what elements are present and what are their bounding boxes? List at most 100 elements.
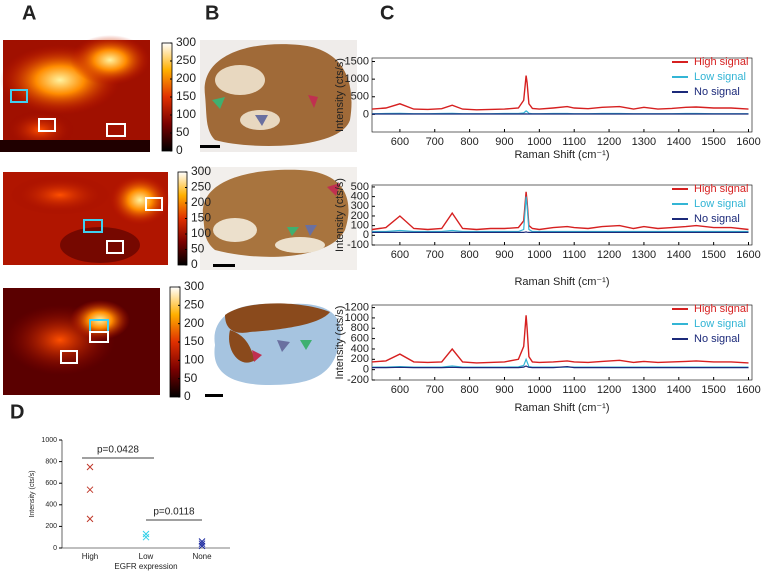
colorbar-tick-label: 250 <box>184 298 204 312</box>
x-tick-label: 1200 <box>597 249 621 261</box>
colorbar-tick-label: 300 <box>191 164 211 178</box>
colorbar-tick-label: 300 <box>184 279 204 293</box>
y-tick-label: 200 <box>45 523 57 530</box>
data-point <box>86 463 94 471</box>
x-tick-label: 1100 <box>562 136 586 148</box>
y-tick-label: 1000 <box>345 312 369 324</box>
legend-label: No signal <box>694 86 740 98</box>
y-tick-label: 400 <box>351 191 369 203</box>
x-tick-label: 600 <box>391 136 409 148</box>
panel-label: A <box>22 2 36 24</box>
x-tick-label: 1400 <box>667 249 691 261</box>
x-tick-label: 900 <box>495 136 513 148</box>
colorbar-tick-label: 0 <box>176 143 183 157</box>
panel-label: B <box>205 2 219 24</box>
y-tick-label: 600 <box>45 480 57 487</box>
x-tick-label: 700 <box>426 384 444 396</box>
colorbar-tick-label: 100 <box>176 107 196 121</box>
x-tick-label: 900 <box>495 249 513 261</box>
histology-image <box>200 167 357 270</box>
y-tick-label: 600 <box>351 333 369 345</box>
histology-image <box>200 40 357 152</box>
x-tick-label: 1600 <box>736 136 760 148</box>
y-axis-label: Intensity (cts/s) <box>334 178 346 252</box>
x-tick-label: 1100 <box>562 384 586 396</box>
colorbar-tick-label: 200 <box>191 195 211 209</box>
x-tick-label: 1000 <box>527 384 551 396</box>
histology-image <box>200 290 357 397</box>
x-tick-label: 1100 <box>562 249 586 261</box>
data-point <box>86 486 94 494</box>
annotation: p=0.0428 <box>97 445 139 456</box>
y-tick-label: 800 <box>351 322 369 334</box>
x-tick-label: 1000 <box>527 249 551 261</box>
spectrum-line <box>371 315 749 364</box>
y-tick-label: 200 <box>351 353 369 365</box>
plot-frame <box>371 57 753 133</box>
colorbar-tick-label: 300 <box>176 35 196 49</box>
legend-label: No signal <box>694 213 740 225</box>
y-tick-label: 1000 <box>345 73 369 85</box>
data-point <box>142 530 150 538</box>
colorbar-tick-label: 150 <box>176 89 196 103</box>
legend-label: High signal <box>694 303 748 315</box>
x-axis-label: EGFR expression <box>114 562 177 571</box>
colorbar-tick-label: 50 <box>176 125 190 139</box>
x-tick-label: 700 <box>426 249 444 261</box>
y-tick-label: 200 <box>351 210 369 222</box>
spectrum-line <box>371 75 749 111</box>
y-tick-label: -200 <box>347 374 369 386</box>
heatmap <box>3 288 160 395</box>
x-tick-label: 1200 <box>597 384 621 396</box>
colorbar-tick-label: 250 <box>191 180 211 194</box>
data-point <box>86 515 94 523</box>
x-tick-label: 1600 <box>736 249 760 261</box>
heatmap <box>0 35 150 152</box>
x-tick-label: 1300 <box>632 136 656 148</box>
x-tick-label: 600 <box>391 384 409 396</box>
colorbar-tick-label: 250 <box>176 53 196 67</box>
colorbar-tick-label: 50 <box>184 371 198 385</box>
x-tick-label: 1400 <box>667 136 691 148</box>
colorbar-tick-label: 100 <box>191 226 211 240</box>
spectrum-line <box>372 231 749 233</box>
x-tick-label: 1400 <box>667 384 691 396</box>
spectrum-line <box>372 365 749 369</box>
x-tick-label: 1500 <box>701 249 725 261</box>
x-tick-label: 1300 <box>632 249 656 261</box>
colorbar-tick-label: 100 <box>184 353 204 367</box>
spectrum-line <box>372 196 749 233</box>
y-tick-label: 0 <box>363 108 369 120</box>
y-axis-label: Intensity (cts/s) <box>334 58 346 132</box>
y-tick-label: 0 <box>53 545 57 552</box>
heatmap <box>3 172 170 265</box>
x-tick-label: 600 <box>391 249 409 261</box>
colorbar-tick-label: 150 <box>184 334 204 348</box>
x-tick-label: 800 <box>460 384 478 396</box>
legend-label: No signal <box>694 333 740 345</box>
x-tick-label: 1200 <box>597 136 621 148</box>
x-tick-label: 1000 <box>527 136 551 148</box>
legend-label: High signal <box>694 56 748 68</box>
y-tick-label: 400 <box>351 343 369 355</box>
x-tick-label: 1300 <box>632 384 656 396</box>
y-tick-label: 1200 <box>345 301 369 313</box>
x-axis-label: Raman Shift (cm⁻¹) <box>514 402 609 414</box>
data-point <box>198 540 206 548</box>
y-tick-label: -100 <box>347 239 369 251</box>
data-point <box>142 533 150 541</box>
y-tick-label: 100 <box>351 220 369 232</box>
legend-label: Low signal <box>694 198 746 210</box>
x-tick-label: 900 <box>495 384 513 396</box>
colorbar-tick-label: 0 <box>191 257 198 271</box>
panel-label: D <box>10 401 24 423</box>
x-tick-label: Low <box>139 552 154 561</box>
x-tick-label: 700 <box>426 136 444 148</box>
x-tick-label: 800 <box>460 136 478 148</box>
y-tick-label: 400 <box>45 502 57 509</box>
x-tick-label: High <box>82 552 98 561</box>
y-tick-label: 1000 <box>41 437 57 444</box>
legend-label: High signal <box>694 183 748 195</box>
legend-label: Low signal <box>694 318 746 330</box>
